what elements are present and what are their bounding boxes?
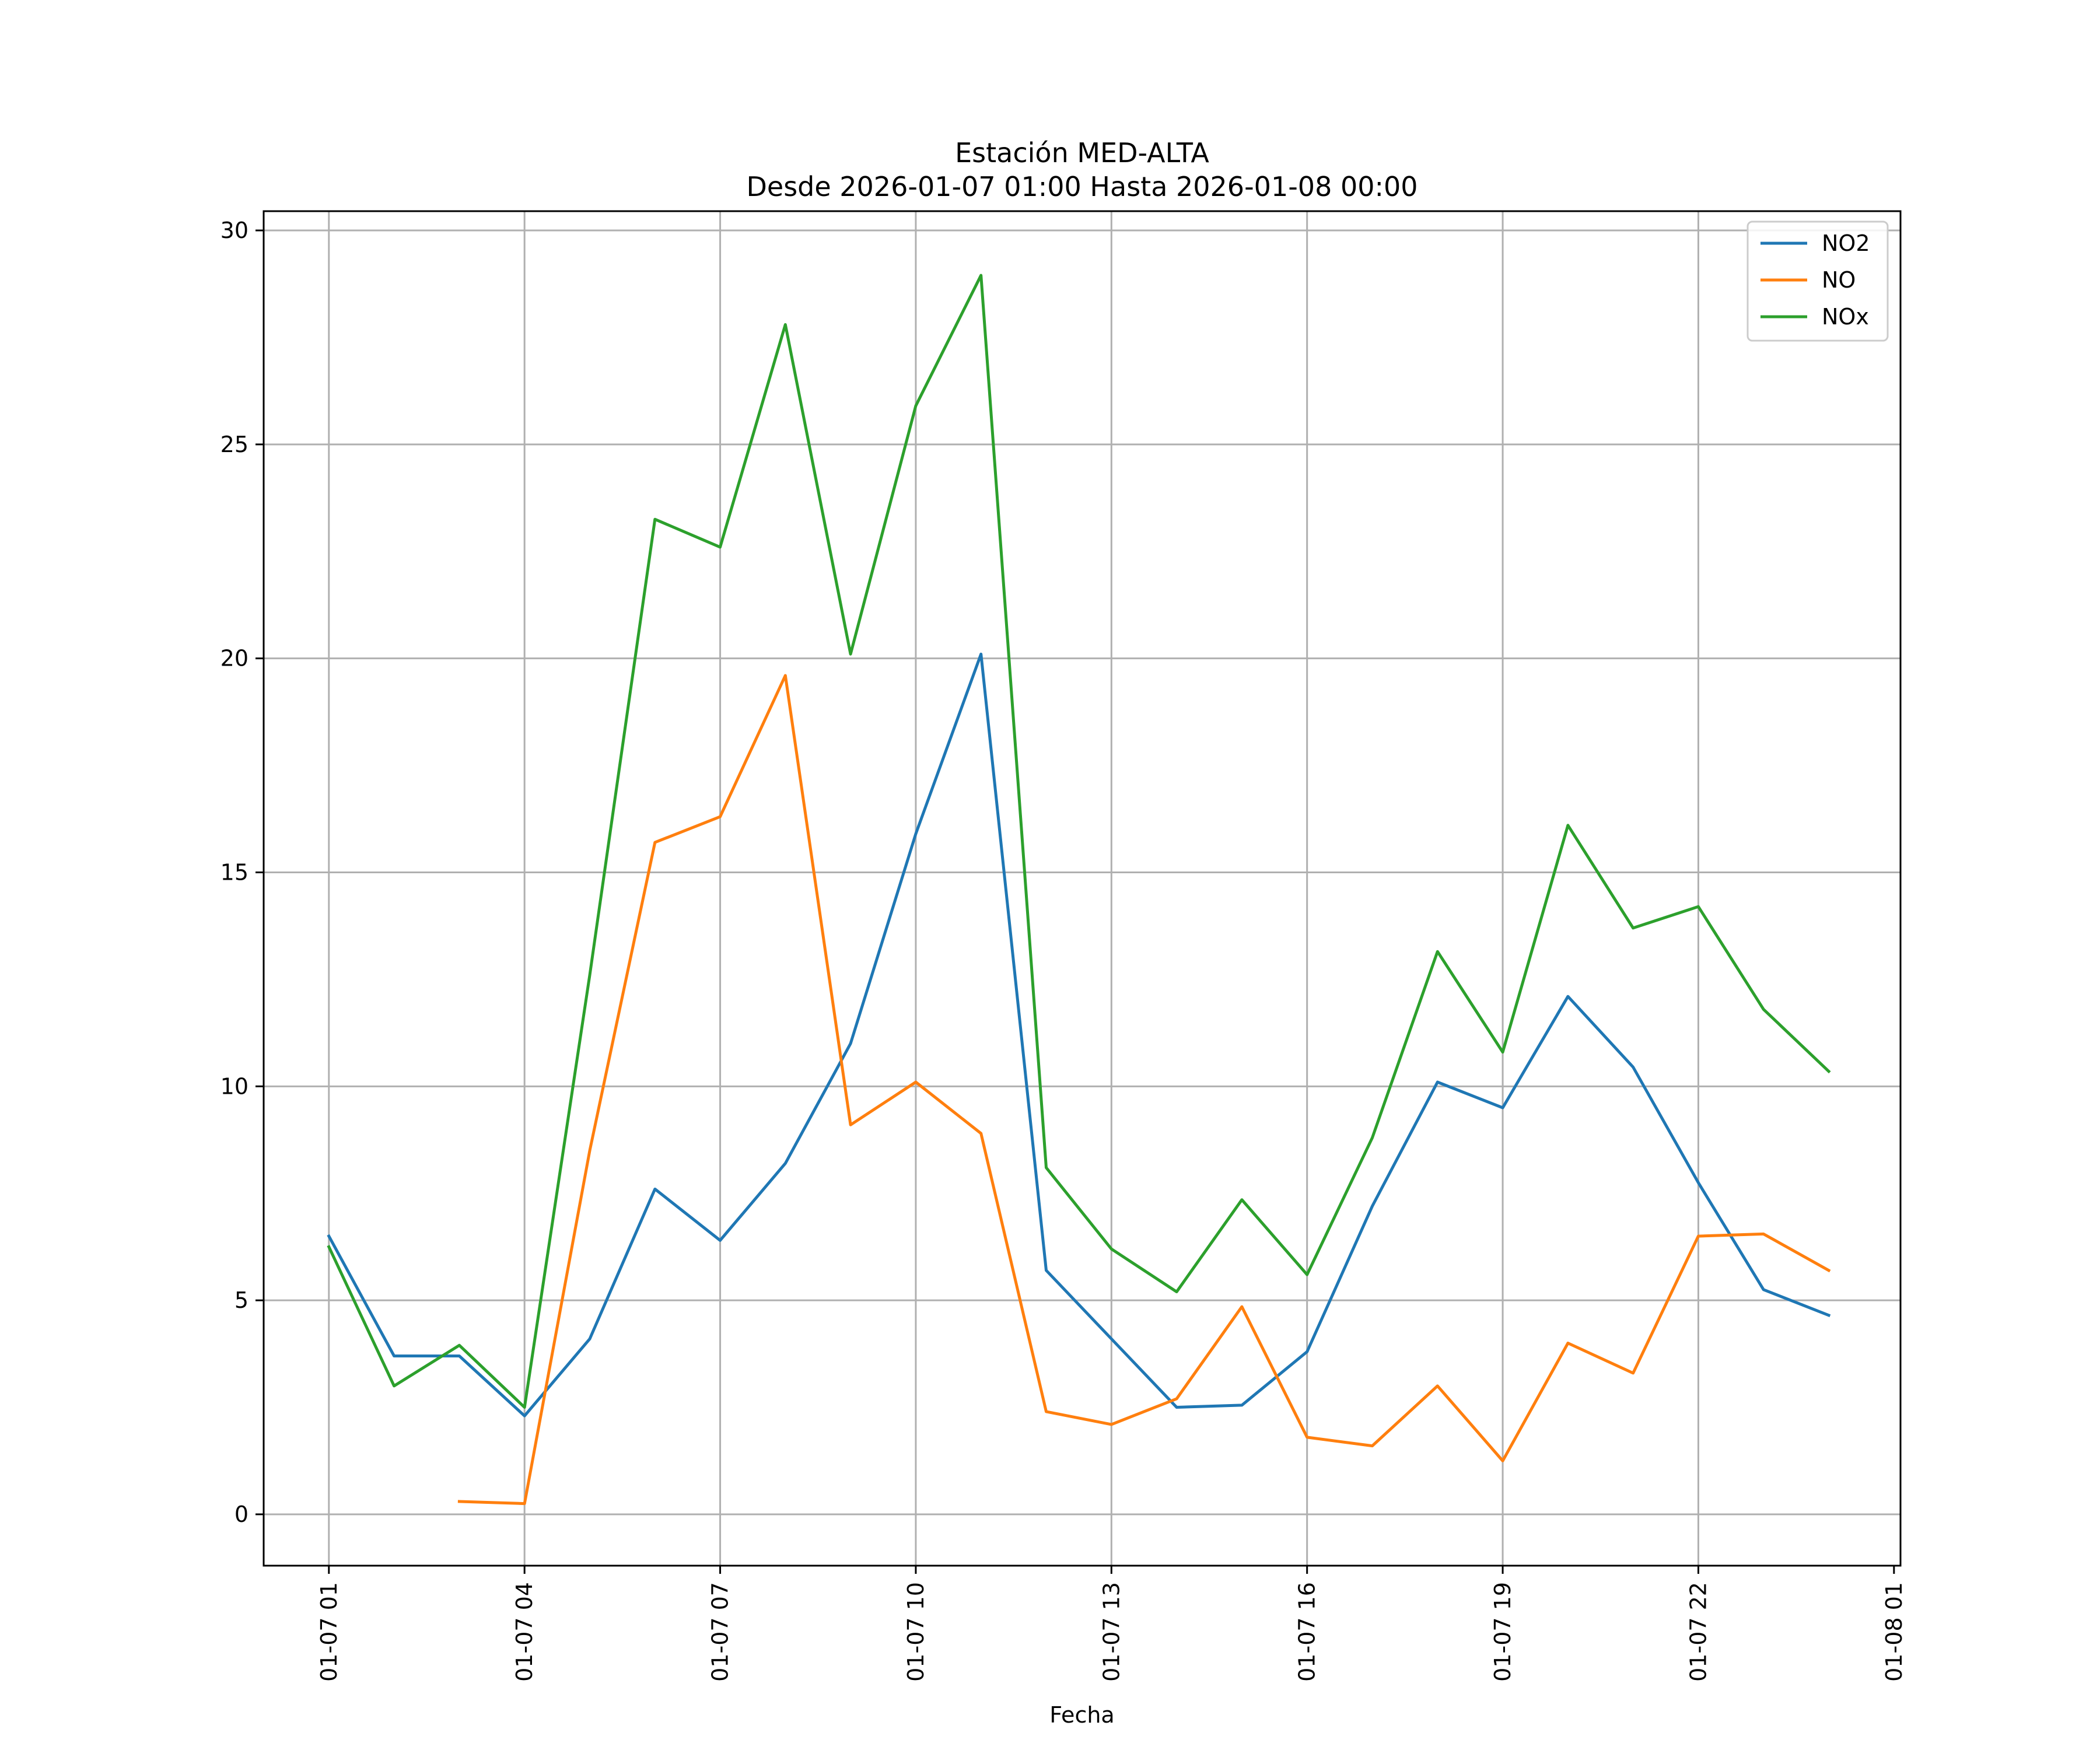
legend-label-nox: NOx — [1822, 304, 1869, 330]
legend-label-no: NO — [1822, 267, 1856, 293]
y-tick-label: 20 — [220, 646, 249, 671]
x-tick-label: 01-07 07 — [708, 1582, 733, 1682]
chart-title: Estación MED-ALTA — [955, 137, 1209, 169]
y-axis: 0 5 10 15 20 25 30 — [220, 218, 264, 1527]
series-line-nox — [327, 274, 1831, 1409]
x-tick-label: 01-07 19 — [1490, 1582, 1516, 1682]
y-tick-label: 30 — [220, 218, 249, 243]
chart-subtitle: Desde 2026-01-07 01:00 Hasta 2026-01-08 … — [746, 171, 1418, 202]
y-tick-label: 25 — [220, 432, 249, 457]
series-lines — [327, 274, 1831, 1506]
x-tick-label: 01-07 13 — [1098, 1582, 1124, 1682]
y-tick-label: 10 — [220, 1073, 249, 1099]
x-tick-label: 01-08 01 — [1881, 1582, 1907, 1682]
x-tick-label: 01-07 16 — [1294, 1582, 1320, 1682]
series-line-no2 — [327, 652, 1831, 1418]
x-tick-label: 01-07 01 — [316, 1582, 342, 1682]
plot-frame — [262, 210, 1902, 1567]
legend: NO2 NO NOx — [1746, 220, 1889, 342]
grid-lines — [264, 211, 1901, 1566]
y-tick-label: 15 — [220, 859, 249, 885]
x-tick-label: 01-07 04 — [512, 1582, 537, 1682]
series-line-no — [457, 674, 1831, 1506]
y-tick-label: 0 — [235, 1502, 249, 1527]
x-axis: 01-07 01 01-07 04 01-07 07 01-07 10 01-07 13… — [316, 1566, 1907, 1682]
y-tick-label: 5 — [235, 1287, 249, 1313]
x-tick-label: 01-07 10 — [903, 1582, 929, 1682]
x-tick-label: 01-07 22 — [1685, 1582, 1711, 1682]
legend-label-no2: NO2 — [1822, 230, 1870, 256]
x-axis-label: Fecha — [1049, 1702, 1114, 1728]
legend-box — [1746, 220, 1889, 342]
